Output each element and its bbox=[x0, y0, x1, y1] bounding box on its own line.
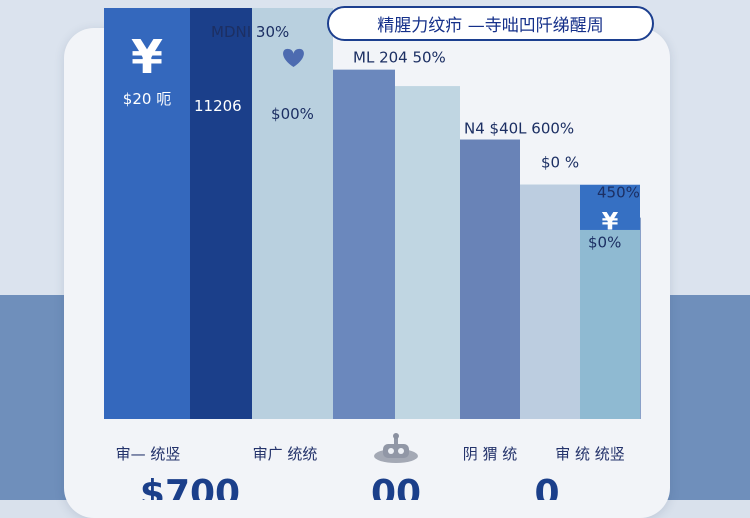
bar bbox=[520, 184, 580, 419]
category-label: 阴 猬 统 bbox=[463, 445, 518, 463]
bar-label-group: ¥ $20 呃 11206 MDNI 30% $00% ML 204 50% N4 $40L… bbox=[123, 23, 640, 252]
robot-icon bbox=[374, 433, 418, 463]
bar bbox=[190, 8, 252, 419]
heart-icon bbox=[283, 48, 304, 67]
bottom-value: $700 bbox=[140, 473, 240, 500]
category-label: 审广 统统 bbox=[253, 445, 318, 463]
bar-label: $0 % bbox=[541, 154, 579, 172]
bar bbox=[333, 69, 395, 420]
category-label: 审— 统竖 bbox=[116, 445, 181, 463]
bar-label: $20 呃 bbox=[123, 90, 171, 108]
bar-label: $00% bbox=[271, 105, 314, 123]
bar-top-label: 450% bbox=[597, 184, 640, 202]
yen-icon: ¥ bbox=[602, 208, 619, 236]
bar-group bbox=[104, 8, 641, 420]
bar-label: ML 204 50% bbox=[353, 49, 446, 67]
bar-label: $0% bbox=[588, 234, 621, 252]
bottom-value: 00 bbox=[371, 473, 421, 500]
bar bbox=[460, 139, 520, 419]
bar bbox=[104, 8, 190, 419]
bottom-value-group: $700 00 0 bbox=[140, 473, 560, 500]
yen-icon: ¥ bbox=[131, 30, 163, 84]
bar-label: 11206 bbox=[194, 97, 242, 115]
chart-title: 精腥力纹疖 —寺咄凹阡绨醒周 bbox=[327, 6, 654, 41]
bottom-value: 0 bbox=[534, 473, 559, 500]
bar bbox=[252, 8, 333, 419]
category-label: 审 统 统竖 bbox=[555, 445, 625, 463]
bar bbox=[395, 86, 460, 419]
bar-label: N4 $40L 600% bbox=[464, 120, 574, 138]
bar-lower-segment bbox=[580, 229, 640, 419]
bar-top-label: MDNI 30% bbox=[211, 23, 289, 41]
bar-chart: ¥ $20 呃 11206 MDNI 30% $00% ML 204 50% N4 $40L… bbox=[104, 8, 641, 500]
category-label-group: 审— 统竖 审广 统统 阴 猬 统 审 统 统竖 bbox=[116, 433, 625, 463]
